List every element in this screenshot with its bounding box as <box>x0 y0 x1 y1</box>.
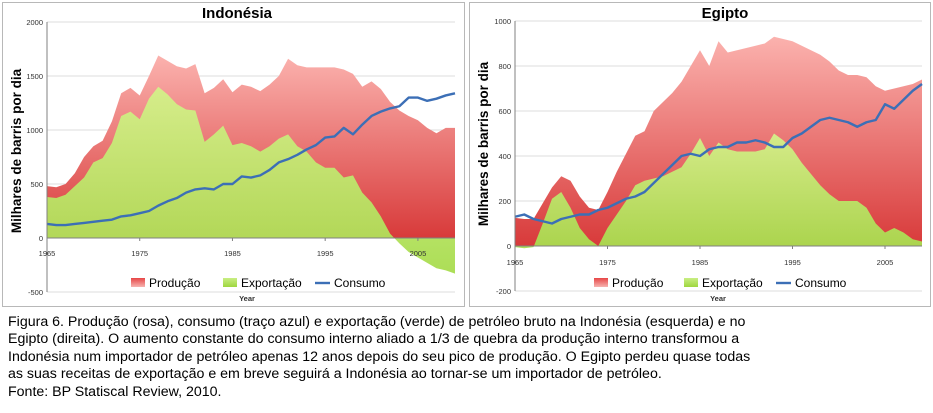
y-tick-label: -500 <box>28 288 43 297</box>
caption-line: Fonte: BP Statiscal Review, 2010. <box>8 383 222 400</box>
legend-label-consumption: Consumo <box>795 276 847 290</box>
legend-swatch-export <box>223 278 237 287</box>
y-tick-label: 600 <box>498 107 511 116</box>
x-tick-label: 1965 <box>507 258 524 267</box>
consumption-line <box>46 92 456 227</box>
x-tick-label: 1995 <box>784 258 801 267</box>
egypt-chart-panel: -200 0 200 400 600 800 1000 1965 1975 1985 1995 200… <box>469 2 931 307</box>
legend-label-export: Exportação <box>241 276 302 290</box>
x-axis-title: Year <box>239 294 255 303</box>
y-tick-label: 0 <box>507 242 511 251</box>
consumption-line <box>514 83 923 225</box>
caption-line: Figura 6. Produção (rosa), consumo (traç… <box>8 314 746 330</box>
x-tick-label: 1975 <box>131 249 148 258</box>
x-tick-label: 1965 <box>39 249 56 258</box>
x-tick-label: 1985 <box>224 249 241 258</box>
caption-line: as suas receitas de exportação e em brev… <box>8 366 662 383</box>
x-axis-title: Year <box>710 294 726 303</box>
x-tick-label: 1975 <box>599 258 616 267</box>
y-tick-label: -200 <box>496 287 511 296</box>
legend-label-production: Produção <box>149 276 201 290</box>
y-axis-title: Milhares de barris por dia <box>476 61 491 226</box>
indonesia-chart-panel: -500 0 500 1000 1500 2000 1965 1975 1985 1995 2005… <box>2 2 465 307</box>
legend-label-production: Produção <box>612 276 664 290</box>
caption-line: Indonésia num importador de petróleo ape… <box>8 348 751 365</box>
indonesia-chart: -500 0 500 1000 1500 2000 1965 1975 1985 1995 2005… <box>9 5 456 303</box>
y-tick-label: 800 <box>498 62 511 71</box>
legend-label-export: Exportação <box>702 276 763 290</box>
x-tick-label: 1995 <box>317 249 334 258</box>
legend-label-consumption: Consumo <box>334 276 386 290</box>
x-tick-label: 1985 <box>692 258 709 267</box>
export-area <box>515 133 922 249</box>
y-axis-title: Milhares de barris por dia <box>9 68 24 233</box>
chart-title: Indonésia <box>202 5 273 22</box>
chart-title: Egipto <box>702 5 749 22</box>
x-tick-label: 2005 <box>410 249 427 258</box>
y-tick-label: 1000 <box>26 126 43 135</box>
y-tick-label: 400 <box>498 152 511 161</box>
figure-caption: Figura 6. Produção (rosa), consumo (traç… <box>8 314 928 401</box>
y-tick-label: 2000 <box>26 18 43 27</box>
y-tick-label: 1000 <box>494 17 511 26</box>
export-area <box>47 86 455 274</box>
legend-swatch-production <box>594 278 608 287</box>
y-tick-label: 0 <box>39 234 43 243</box>
y-tick-label: 500 <box>30 180 43 189</box>
x-tick-label: 2005 <box>877 258 894 267</box>
y-tick-label: 1500 <box>26 72 43 81</box>
legend-swatch-export <box>684 278 698 287</box>
legend-swatch-production <box>131 278 145 287</box>
egypt-chart: -200 0 200 400 600 800 1000 1965 1975 1985 1995 200… <box>476 5 923 303</box>
y-tick-label: 200 <box>498 197 511 206</box>
caption-line: Egipto (direita). O aumento constante do… <box>8 331 740 348</box>
